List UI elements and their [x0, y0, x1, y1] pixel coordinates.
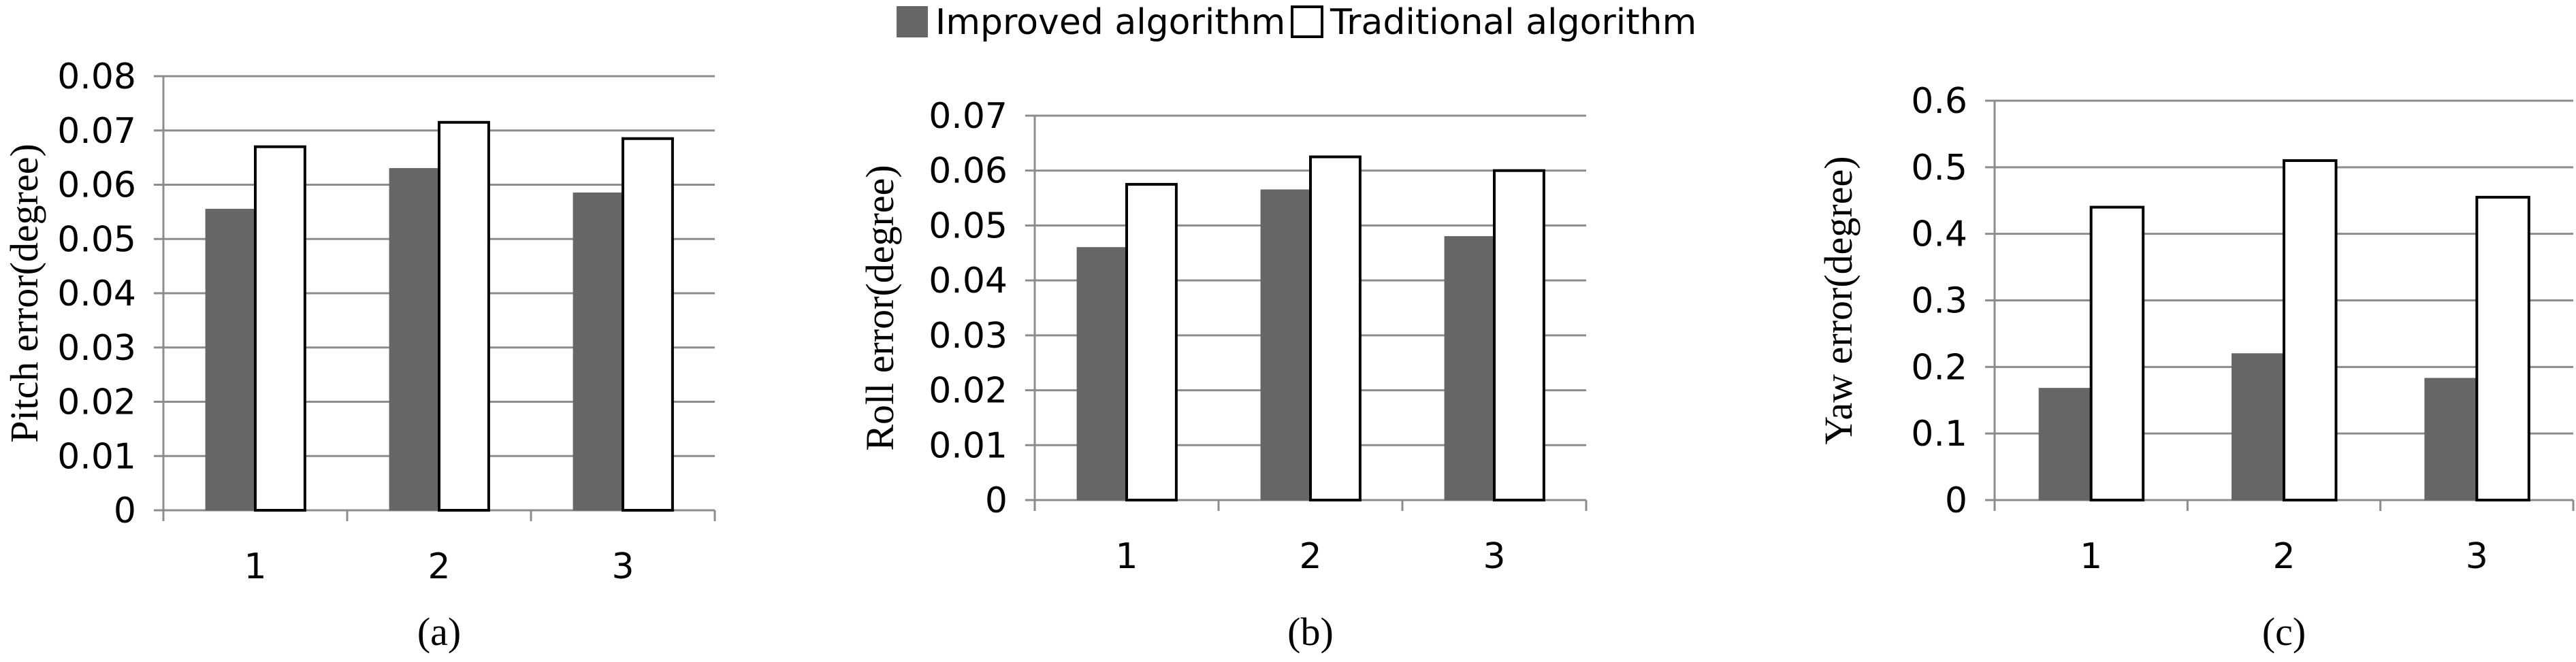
y-tick-label: 0.06: [929, 151, 1008, 192]
y-tick-label: 0.6: [1911, 81, 1967, 122]
bar-traditional-3: [2475, 195, 2530, 501]
bar-traditional-2: [1309, 155, 1362, 502]
bar-improved-3: [573, 192, 624, 511]
bar-improved-2: [389, 168, 440, 511]
legend: Improved algorithm Traditional algorithm: [897, 2, 1696, 43]
bar-improved-1: [205, 208, 256, 511]
x-tick-label: 3: [1483, 536, 1505, 577]
y-tick-label: 0.04: [57, 274, 136, 314]
y-tick-label: 0.06: [57, 165, 136, 206]
bar-improved-1: [1076, 247, 1127, 501]
y-tick-label: 0.5: [1911, 148, 1967, 188]
panel-label: (a): [417, 610, 461, 654]
panel-label: (c): [2262, 610, 2306, 654]
x-tick-label: 2: [2272, 536, 2295, 577]
x-tick-label: 2: [1299, 536, 1321, 577]
bar-traditional-2: [2283, 159, 2338, 502]
bar-improved-2: [2232, 353, 2285, 501]
y-tick-label: 0.04: [929, 261, 1008, 301]
x-tick-label: 2: [428, 546, 450, 587]
x-tick-label: 3: [611, 546, 634, 587]
bar-traditional-1: [1125, 182, 1178, 501]
y-tick-label: 0.2: [1911, 347, 1967, 388]
x-tick-label: 1: [244, 546, 266, 587]
legend-swatch-improved: [897, 6, 928, 37]
x-tick-label: 3: [2466, 536, 2488, 577]
bar-improved-3: [1444, 236, 1495, 501]
y-tick-label: 0.03: [929, 316, 1008, 357]
y-axis-title: Pitch error(degree): [2, 144, 46, 443]
y-tick-label: 0.07: [929, 96, 1008, 137]
bar-improved-1: [2038, 388, 2092, 501]
bar-traditional-1: [254, 145, 306, 512]
y-tick-label: 0.05: [929, 205, 1008, 246]
x-tick-label: 1: [2080, 536, 2102, 577]
chart-panel-a: 0 0.01 0.02 0.03 0.04 0.05 0.06 0.07 0.08 1 2 3 Pitc…: [2, 56, 716, 654]
chart-panel-b: 0 0.01 0.02 0.03 0.04 0.05 0.06 0.07 1 2 3 Roll err…: [858, 96, 1588, 654]
y-tick-label: 0.03: [57, 328, 136, 369]
y-tick-label: 0.07: [57, 111, 136, 152]
x-tick-label: 1: [1115, 536, 1138, 577]
y-tick-label: 0.02: [57, 382, 136, 423]
y-tick-label: 0.08: [57, 56, 136, 97]
bar-improved-3: [2424, 378, 2477, 501]
y-tick-label: 0: [1945, 480, 1967, 521]
bar-traditional-1: [2089, 205, 2145, 501]
y-tick-label: 0.1: [1911, 414, 1967, 454]
bar-traditional-3: [1493, 169, 1545, 501]
legend-label-traditional: Traditional algorithm: [1330, 2, 1696, 43]
y-tick-label: 0.01: [929, 425, 1008, 466]
chart-panel-c: 0 0.1 0.2 0.3 0.4 0.5 0.6 1 2 3 Yaw error(degree) (…: [1816, 81, 2575, 654]
y-tick-label: 0.02: [929, 371, 1008, 412]
y-tick-label: 0: [985, 480, 1008, 521]
y-tick-label: 0.01: [57, 436, 136, 477]
bar-traditional-3: [622, 137, 674, 512]
y-tick-label: 0.4: [1911, 214, 1967, 255]
y-axis-title: Yaw error(degree): [1816, 156, 1861, 444]
y-tick-label: 0.3: [1911, 281, 1967, 322]
y-axis-title: Roll error(degree): [858, 165, 902, 450]
legend-label-improved: Improved algorithm: [935, 2, 1285, 43]
legend-swatch-traditional: [1291, 5, 1323, 38]
bar-traditional-2: [438, 120, 490, 512]
bar-improved-2: [1260, 189, 1311, 501]
y-tick-label: 0.05: [57, 219, 136, 260]
panel-label: (b): [1287, 610, 1334, 654]
y-tick-label: 0: [114, 491, 136, 531]
